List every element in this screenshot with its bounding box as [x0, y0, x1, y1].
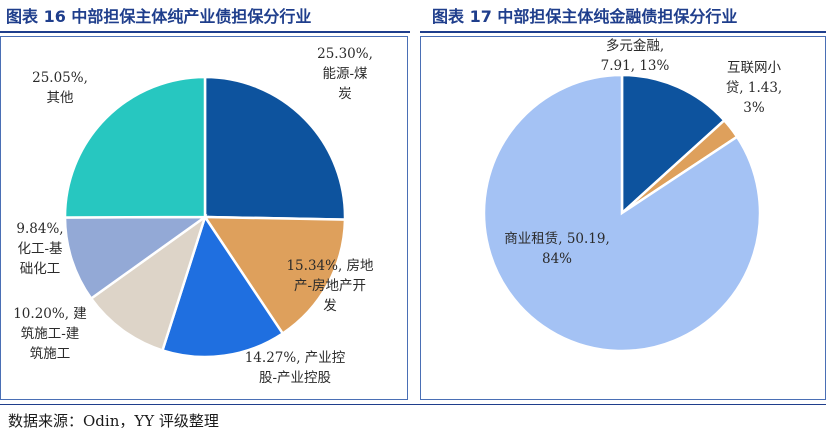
chart1-slice-6-label-line: 25.05%, — [32, 70, 88, 86]
chart1-slice-5-label-line: 化工-基 — [17, 240, 63, 257]
chart2-slice-2-label-line: 贷, 1.43, — [726, 80, 782, 96]
chart1-slice-5-label-line: 9.84%, — [16, 221, 63, 237]
chart1-slice-5-label: 9.84%, 化工-基础化工 — [16, 221, 63, 277]
chart2-slice-2-label: 互联网小贷, 1.43, 3% — [726, 60, 782, 116]
chart1-slice-2-label-line: 产-房地产开 — [294, 278, 366, 294]
chart2-slice-3-label-line: 84% — [542, 251, 572, 267]
right-chart-title: 图表 17 中部担保主体纯金融债担保分行业 — [432, 7, 738, 26]
chart1-slice-6-label-line: 其他 — [47, 90, 74, 106]
chart1-slice-5-label-line: 础化工 — [20, 261, 61, 277]
left-title-rule — [0, 31, 410, 33]
chart2-slice-3 — [482, 73, 762, 353]
source-rule — [0, 404, 826, 405]
chart2-slice-1-label: 多元金融, 7.91, 13% — [601, 37, 670, 74]
chart1-slice-2-label-line: 15.34%, 房地 — [286, 258, 374, 274]
chart1-slice-1-label-line: 25.30%, — [317, 46, 373, 62]
right-title-rule — [420, 31, 826, 33]
chart2-slice-2-label-line: 互联网小 — [727, 60, 781, 76]
chart1-slice-3 — [160, 214, 285, 359]
chart1-slice-4 — [89, 213, 208, 352]
chart1-slice-3-label-line: 股-产业控股 — [259, 370, 332, 386]
left-chart-title: 图表 16 中部担保主体纯产业债担保分行业 — [6, 7, 312, 26]
chart1-slice-6 — [63, 75, 207, 219]
chart1-slice-4-label-line: 筑施工-建 — [21, 326, 80, 342]
source-note: 数据来源：Odin，YY 评级整理 — [8, 412, 219, 430]
chart1-slice-1 — [203, 75, 347, 221]
chart1-slice-1-label-line: 炭 — [338, 86, 352, 102]
chart2-slice-2-label-line: 3% — [743, 100, 765, 116]
chart1-slice-1-label-line: 能源-煤 — [322, 66, 368, 82]
chart1-slice-2-label: 15.34%, 房地产-房地产开发 — [286, 258, 374, 314]
chart2-slice-3-label-line: 商业租赁, 50.19, — [504, 231, 610, 247]
chart1-slice-4-label-line: 筑施工 — [30, 346, 71, 362]
chart1-slice-4-label-line: 10.20%, 建 — [13, 306, 87, 322]
chart1-slice-4-label: 10.20%, 建筑施工-建筑施工 — [13, 306, 87, 362]
chart2-slice-1-label-line: 多元金融, — [606, 37, 664, 54]
chart2-slice-1-label-line: 7.91, 13% — [601, 58, 670, 74]
chart1-slice-2 — [202, 215, 347, 336]
chart1-slice-3-label-line: 14.27%, 产业控 — [245, 350, 346, 366]
chart1-slice-1-label: 25.30%, 能源-煤炭 — [317, 46, 373, 102]
chart1-slice-2-label-line: 发 — [323, 298, 337, 314]
left-chart-frame — [0, 36, 408, 400]
chart1-slice-6-label: 25.05%, 其他 — [32, 70, 88, 106]
chart2-slice-1 — [620, 73, 727, 216]
chart1-slice-5 — [63, 215, 209, 301]
chart1-slice-3-label: 14.27%, 产业控股-产业控股 — [245, 350, 346, 386]
chart2-slice-3-label: 商业租赁, 50.19, 84% — [504, 231, 610, 267]
